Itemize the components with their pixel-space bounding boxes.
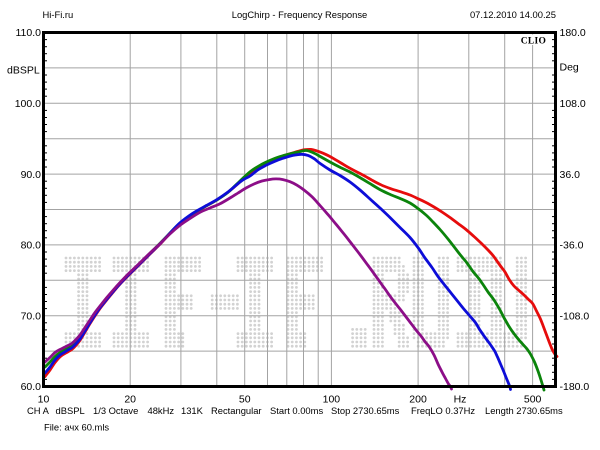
svg-text:Start 0.00ms: Start 0.00ms [270, 405, 323, 416]
svg-text:90.0: 90.0 [21, 169, 42, 181]
svg-text:80.0: 80.0 [21, 240, 42, 252]
svg-text:FreqLO 0.37Hz: FreqLO 0.37Hz [411, 405, 475, 416]
svg-text:Rectangular: Rectangular [211, 405, 262, 416]
svg-text:1/3 Octave: 1/3 Octave [93, 405, 138, 416]
svg-text:-36.0: -36.0 [560, 240, 584, 252]
svg-text:Hi-Fi.ru: Hi-Fi.ru [43, 9, 74, 20]
svg-text:100.0: 100.0 [15, 98, 41, 110]
svg-text:-108.0: -108.0 [560, 310, 590, 322]
svg-text:10: 10 [38, 394, 50, 406]
svg-text:LogChirp - Frequency Response: LogChirp - Frequency Response [232, 9, 368, 20]
svg-text:200: 200 [409, 394, 427, 406]
svg-text:60.0: 60.0 [21, 381, 42, 393]
svg-text:CH A: CH A [27, 405, 50, 416]
svg-text:dBSPL: dBSPL [7, 65, 40, 77]
svg-text:70.0: 70.0 [21, 310, 42, 322]
svg-text:131K: 131K [181, 405, 204, 416]
svg-text:-180.0: -180.0 [560, 381, 590, 393]
svg-text:108.0: 108.0 [560, 98, 586, 110]
svg-text:110.0: 110.0 [16, 27, 42, 39]
svg-text:dBSPL: dBSPL [56, 405, 85, 416]
svg-text:Length 2730.65ms: Length 2730.65ms [485, 405, 563, 416]
svg-text:50: 50 [239, 394, 251, 406]
svg-text:48kHz: 48kHz [148, 405, 175, 416]
svg-text:20: 20 [124, 394, 136, 406]
svg-text:CLIO: CLIO [521, 37, 546, 47]
svg-text:100: 100 [323, 394, 341, 406]
svg-text:Deg: Deg [560, 62, 579, 74]
svg-text:07.12.2010 14.00.25: 07.12.2010 14.00.25 [470, 9, 556, 20]
svg-text:File: ачх 60.mls: File: ачх 60.mls [44, 422, 109, 433]
svg-text:36.0: 36.0 [560, 169, 581, 181]
svg-text:Stop 2730.65ms: Stop 2730.65ms [331, 405, 400, 416]
svg-text:Hz: Hz [454, 394, 467, 406]
svg-text:500: 500 [524, 394, 542, 406]
svg-text:180.0: 180.0 [560, 27, 586, 39]
